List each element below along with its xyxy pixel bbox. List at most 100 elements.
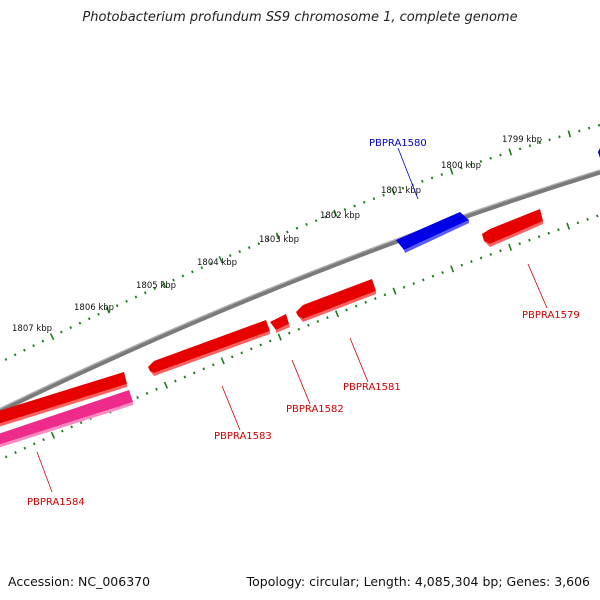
inner-minor-tick xyxy=(155,387,158,391)
outer-minor-tick xyxy=(558,135,561,139)
genome-title: Photobacterium profundum SS9 chromosome … xyxy=(82,10,518,25)
outer-minor-tick xyxy=(191,270,194,274)
gene-label-PBPRA1582[interactable]: PBPRA1582 xyxy=(286,404,344,415)
outer-major-tick xyxy=(567,130,572,138)
inner-minor-tick xyxy=(23,446,27,450)
outer-minor-tick xyxy=(209,262,213,266)
outer-minor-tick xyxy=(32,344,35,348)
leader-PBPRA1579 xyxy=(527,263,548,309)
outer-minor-tick xyxy=(181,274,185,278)
leader-PBPRA1584 xyxy=(36,451,53,493)
inner-minor-tick xyxy=(596,214,599,218)
outer-minor-tick xyxy=(421,179,424,183)
outer-minor-tick xyxy=(538,141,541,145)
outer-minor-tick xyxy=(238,250,242,254)
inner-minor-tick xyxy=(316,320,320,323)
kbp-label-1806: 1806 kbp xyxy=(74,303,114,313)
inner-minor-tick xyxy=(557,228,560,232)
inner-minor-tick xyxy=(374,297,377,301)
outer-minor-tick xyxy=(69,326,72,330)
inner-minor-tick xyxy=(70,425,74,429)
outer-minor-tick xyxy=(382,193,385,197)
outer-minor-tick xyxy=(87,317,91,321)
kbp-label-1805: 1805 kbp xyxy=(136,281,176,291)
inner-minor-tick xyxy=(79,421,83,425)
inner-major-tick xyxy=(163,381,169,389)
inner-minor-tick xyxy=(4,455,8,459)
chromosome-backbone-highlight xyxy=(0,169,600,410)
gene-PBPRA1582[interactable] xyxy=(270,314,290,333)
inner-minor-tick xyxy=(145,391,149,395)
outer-minor-tick xyxy=(305,222,308,226)
inner-major-tick xyxy=(334,310,340,318)
inner-minor-tick xyxy=(470,260,473,264)
outer-minor-tick xyxy=(134,295,138,299)
outer-major-tick xyxy=(105,306,111,314)
outer-minor-tick xyxy=(200,266,204,270)
gene-label-PBPRA1579[interactable]: PBPRA1579 xyxy=(522,310,580,321)
inner-minor-tick xyxy=(586,217,589,221)
inner-major-tick xyxy=(508,243,513,251)
inner-minor-tick xyxy=(364,300,367,304)
gene-PBPRA1579[interactable] xyxy=(482,209,543,247)
inner-tick-ring xyxy=(4,214,599,459)
outer-minor-tick xyxy=(430,176,434,180)
outer-minor-tick xyxy=(518,147,522,151)
outer-minor-tick xyxy=(286,230,289,234)
inner-minor-tick xyxy=(288,331,291,335)
outer-major-tick xyxy=(333,209,338,217)
inner-minor-tick xyxy=(412,282,415,286)
inner-minor-tick xyxy=(268,339,272,343)
gene-label-PBPRA1584[interactable]: PBPRA1584 xyxy=(27,497,85,508)
inner-minor-tick xyxy=(14,451,17,454)
inner-minor-tick xyxy=(489,252,493,256)
kbp-label-1801: 1801 kbp xyxy=(381,186,421,196)
leader-PBPRA1581 xyxy=(349,337,369,383)
gene-PBPRA1583[interactable] xyxy=(148,320,270,376)
inner-minor-tick xyxy=(460,263,464,267)
outer-minor-tick xyxy=(587,126,591,130)
inner-minor-tick xyxy=(42,438,45,442)
gene-label-PBPRA1580[interactable]: PBPRA1580 xyxy=(369,138,427,149)
outer-minor-tick xyxy=(266,238,270,242)
inner-minor-tick xyxy=(528,238,531,242)
inner-minor-tick xyxy=(240,351,244,355)
outer-minor-tick xyxy=(125,299,128,303)
outer-minor-tick xyxy=(460,166,463,170)
kbp-label-1807: 1807 kbp xyxy=(12,324,52,334)
outer-minor-tick xyxy=(479,160,483,163)
outer-minor-tick xyxy=(295,226,299,230)
gene-label-PBPRA1583[interactable]: PBPRA1583 xyxy=(214,431,272,442)
outer-minor-tick xyxy=(499,153,502,157)
outer-major-tick xyxy=(161,280,167,288)
gene-PBPRA1580[interactable] xyxy=(396,212,469,253)
inner-minor-tick xyxy=(259,343,263,347)
outer-minor-tick xyxy=(78,321,82,325)
inner-minor-tick xyxy=(499,249,502,253)
outer-minor-tick xyxy=(528,144,532,148)
outer-minor-tick xyxy=(324,215,327,219)
inner-minor-tick xyxy=(422,278,425,282)
inner-minor-tick xyxy=(518,242,521,246)
outer-major-tick xyxy=(275,232,280,240)
inner-major-tick xyxy=(277,333,282,341)
kbp-label-1802: 1802 kbp xyxy=(320,211,360,221)
inner-minor-tick xyxy=(32,442,36,446)
outer-minor-tick xyxy=(4,357,8,361)
inner-minor-tick xyxy=(547,231,551,235)
gene-PBPRA1584[interactable] xyxy=(0,372,127,428)
gene-PBPRA1581[interactable] xyxy=(296,279,376,322)
outer-minor-tick xyxy=(97,312,100,316)
outer-minor-tick xyxy=(247,246,251,250)
kbp-label-1803: 1803 kbp xyxy=(259,235,299,245)
outer-minor-tick xyxy=(578,129,581,133)
outer-minor-tick xyxy=(401,186,405,190)
inner-minor-tick xyxy=(230,355,234,359)
inner-minor-tick xyxy=(345,308,348,312)
outer-minor-tick xyxy=(314,219,318,223)
gene-label-PBPRA1581[interactable]: PBPRA1581 xyxy=(343,382,401,393)
outer-minor-tick xyxy=(353,204,356,208)
outer-major-tick xyxy=(449,167,454,175)
outer-minor-tick xyxy=(440,173,444,176)
